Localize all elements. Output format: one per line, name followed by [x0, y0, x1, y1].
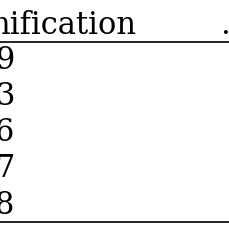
- Text: 9: 9: [0, 45, 15, 76]
- Text: 6: 6: [0, 117, 15, 148]
- Text: 7: 7: [0, 153, 15, 184]
- Text: nification: nification: [0, 10, 136, 41]
- Text: 8: 8: [0, 189, 15, 220]
- Text: .: .: [219, 10, 229, 41]
- Text: 3: 3: [0, 81, 15, 112]
